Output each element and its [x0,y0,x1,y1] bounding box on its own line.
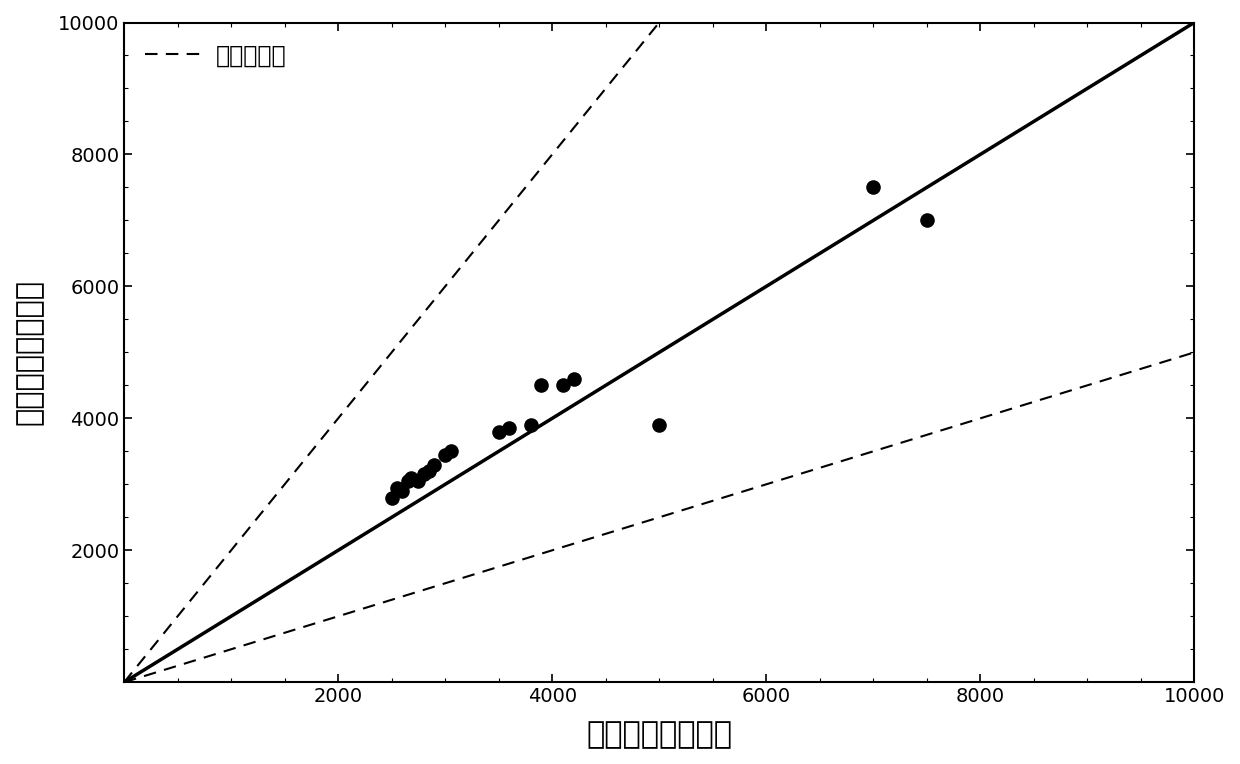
Point [532,379,552,391]
Point [392,485,412,497]
Point [382,491,402,503]
Point [521,419,541,431]
Point [440,445,460,458]
Legend: 二倍误差带: 二倍误差带 [136,34,296,77]
Y-axis label: 预测寿命（圈数）: 预测寿命（圈数） [15,280,43,426]
Point [916,215,936,227]
Point [564,373,584,385]
Point [401,471,420,484]
Point [414,468,434,481]
Point [863,181,883,193]
Point [398,475,418,487]
Point [553,379,573,391]
Point [424,458,444,471]
Point [500,422,520,435]
X-axis label: 实验寿命（圈数）: 实验寿命（圈数） [587,720,732,749]
Point [408,475,428,487]
Point [435,448,455,461]
Point [650,419,670,431]
Point [419,465,439,478]
Point [387,481,407,494]
Point [489,426,508,438]
